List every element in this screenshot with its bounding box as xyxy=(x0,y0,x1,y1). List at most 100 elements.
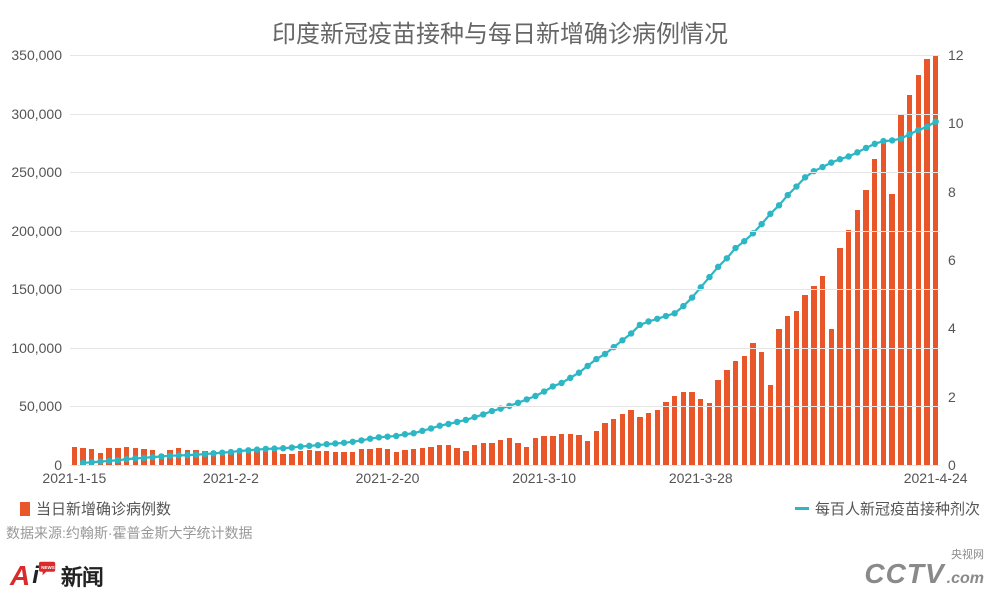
legend: 当日新增确诊病例数 每百人新冠疫苗接种剂次 xyxy=(20,498,980,520)
legend-line-label: 每百人新冠疫苗接种剂次 xyxy=(815,498,980,519)
line-marker xyxy=(402,431,408,437)
line-marker xyxy=(532,393,538,399)
line-marker xyxy=(489,408,495,414)
line-marker xyxy=(567,375,573,381)
cctv-text: CCTV xyxy=(864,558,944,590)
line-marker xyxy=(584,363,590,369)
line-marker xyxy=(689,294,695,300)
line-marker xyxy=(236,448,242,454)
line-marker xyxy=(793,183,799,189)
line-marker xyxy=(663,313,669,319)
x-tick-label: 2021-4-24 xyxy=(904,470,968,486)
line-marker xyxy=(393,433,399,439)
line-marker xyxy=(741,238,747,244)
line-marker xyxy=(141,455,147,461)
line-marker xyxy=(480,411,486,417)
line-marker xyxy=(924,124,930,130)
ai-news-logo: A i NEWS 新闻 xyxy=(10,560,103,592)
line-marker xyxy=(724,255,730,261)
line-marker xyxy=(184,452,190,458)
line-marker xyxy=(628,330,634,336)
line-marker xyxy=(263,446,269,452)
grid-line xyxy=(70,406,940,407)
logo-news-cn: 新闻 xyxy=(61,560,103,592)
line-marker xyxy=(358,437,364,443)
line-marker xyxy=(471,414,477,420)
logo-i: i xyxy=(32,562,39,590)
x-tick-label: 2021-3-28 xyxy=(669,470,733,486)
line-marker xyxy=(332,440,338,446)
line-marker xyxy=(323,441,329,447)
line-marker xyxy=(280,445,286,451)
grid-line xyxy=(70,348,940,349)
line-marker xyxy=(898,136,904,142)
line-marker xyxy=(384,433,390,439)
line-marker xyxy=(906,131,912,137)
chart-title: 印度新冠疫苗接种与每日新增确诊病例情况 xyxy=(0,0,1000,49)
x-tick-label: 2021-2-20 xyxy=(356,470,420,486)
logo-a: A xyxy=(10,560,30,592)
line-marker xyxy=(524,396,530,402)
x-tick-label: 2021-3-10 xyxy=(512,470,576,486)
line-marker xyxy=(132,455,138,461)
y-right-tick-label: 10 xyxy=(948,115,964,131)
line-marker xyxy=(776,202,782,208)
line-marker xyxy=(176,452,182,458)
legend-bar: 当日新增确诊病例数 xyxy=(20,498,171,519)
y-left-tick-label: 300,000 xyxy=(11,106,62,122)
y-left-tick-label: 250,000 xyxy=(11,164,62,180)
line-marker xyxy=(872,141,878,147)
x-tick-label: 2021-2-2 xyxy=(203,470,259,486)
line-marker xyxy=(202,451,208,457)
chart-plot-area: 050,000100,000150,000200,000250,000300,0… xyxy=(70,55,940,465)
line-marker xyxy=(167,453,173,459)
line-marker xyxy=(410,430,416,436)
y-left-tick-label: 150,000 xyxy=(11,281,62,297)
line-marker xyxy=(785,192,791,198)
y-left-tick-label: 350,000 xyxy=(11,47,62,63)
line-marker xyxy=(819,164,825,170)
y-right-tick-label: 8 xyxy=(948,184,956,200)
line-marker xyxy=(828,159,834,165)
bar-swatch-icon xyxy=(20,502,30,516)
legend-line: 每百人新冠疫苗接种剂次 xyxy=(795,498,980,519)
line-marker xyxy=(854,149,860,155)
line-marker xyxy=(880,138,886,144)
line-marker xyxy=(428,425,434,431)
line-marker xyxy=(550,383,556,389)
line-marker xyxy=(123,456,129,462)
grid-line xyxy=(70,231,940,232)
line-marker xyxy=(863,145,869,151)
line-marker xyxy=(680,303,686,309)
line-marker xyxy=(637,322,643,328)
line-marker xyxy=(837,156,843,162)
line-marker xyxy=(97,458,103,464)
line-marker xyxy=(254,446,260,452)
line-marker xyxy=(158,453,164,459)
line-marker xyxy=(193,452,199,458)
line-marker xyxy=(845,153,851,159)
y-right-tick-label: 12 xyxy=(948,47,964,63)
line-marker xyxy=(219,450,225,456)
legend-bar-label: 当日新增确诊病例数 xyxy=(36,498,171,519)
line-marker xyxy=(149,454,155,460)
line-marker xyxy=(602,351,608,357)
data-source: 数据来源:约翰斯·霍普金斯大学统计数据 xyxy=(6,523,253,543)
line-marker xyxy=(758,221,764,227)
svg-text:NEWS: NEWS xyxy=(41,565,55,570)
line-marker xyxy=(106,458,112,464)
grid-line xyxy=(70,289,940,290)
line-series xyxy=(70,55,940,465)
grid-line xyxy=(70,465,940,466)
line-marker xyxy=(654,316,660,322)
line-marker xyxy=(802,174,808,180)
line-marker xyxy=(619,337,625,343)
line-marker xyxy=(367,435,373,441)
y-right-tick-label: 2 xyxy=(948,389,956,405)
line-marker xyxy=(706,274,712,280)
y-left-tick-label: 200,000 xyxy=(11,223,62,239)
grid-line xyxy=(70,172,940,173)
x-tick-label: 2021-1-15 xyxy=(42,470,106,486)
line-marker xyxy=(593,356,599,362)
line-marker xyxy=(463,417,469,423)
